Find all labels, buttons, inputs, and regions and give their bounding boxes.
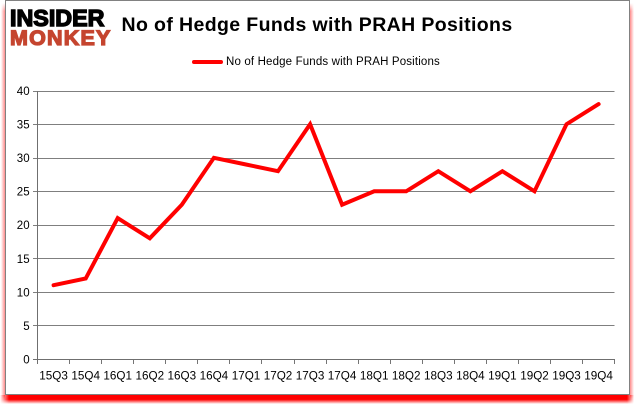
svg-text:18Q3: 18Q3: [424, 369, 453, 382]
svg-text:18Q4: 18Q4: [456, 369, 485, 382]
svg-text:17Q3: 17Q3: [296, 369, 325, 382]
svg-text:16Q3: 16Q3: [168, 369, 197, 382]
svg-text:15: 15: [17, 254, 30, 266]
svg-text:30: 30: [17, 153, 30, 165]
svg-text:17Q1: 17Q1: [232, 369, 261, 382]
svg-text:16Q2: 16Q2: [136, 369, 165, 382]
svg-text:40: 40: [17, 86, 30, 98]
svg-text:19Q1: 19Q1: [488, 369, 517, 382]
svg-text:18Q1: 18Q1: [360, 369, 389, 382]
svg-text:0: 0: [23, 354, 29, 366]
svg-text:15Q4: 15Q4: [71, 369, 100, 382]
svg-text:19Q4: 19Q4: [584, 369, 613, 382]
svg-text:17Q2: 17Q2: [264, 369, 293, 382]
svg-text:35: 35: [17, 120, 30, 132]
svg-text:18Q2: 18Q2: [392, 369, 421, 382]
svg-text:25: 25: [17, 187, 30, 199]
svg-text:19Q2: 19Q2: [520, 369, 549, 382]
svg-text:16Q1: 16Q1: [103, 369, 132, 382]
svg-text:16Q4: 16Q4: [200, 369, 229, 382]
svg-text:17Q4: 17Q4: [328, 369, 357, 382]
svg-text:5: 5: [23, 321, 29, 333]
svg-text:10: 10: [17, 287, 30, 299]
svg-text:20: 20: [17, 220, 30, 232]
svg-text:15Q3: 15Q3: [39, 369, 68, 382]
svg-text:19Q3: 19Q3: [552, 369, 581, 382]
